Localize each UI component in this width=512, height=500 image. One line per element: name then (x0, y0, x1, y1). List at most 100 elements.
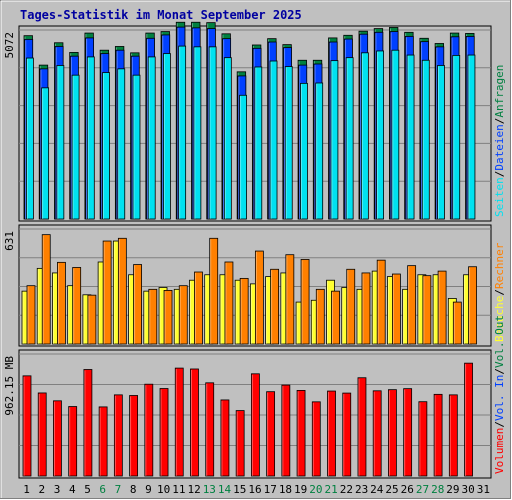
chart-panels: 5072Seiten/Dateien/Anfragen631Besuche/Re… (3, 21, 506, 479)
bar-seiten-day-5 (86, 56, 95, 220)
bar-volumen-day-17 (266, 391, 276, 477)
bar-rechner-day-7 (117, 237, 127, 345)
bar-rechner-day-19 (300, 259, 310, 345)
bar-seiten-day-22 (345, 57, 354, 220)
x-tick-label-day-9: 9 (145, 483, 152, 496)
bar-rechner-day-18 (285, 254, 295, 345)
bar-seiten-day-10 (163, 53, 171, 220)
x-tick-label-day-27: 27 (416, 483, 429, 496)
bar-volumen-day-11 (174, 367, 184, 477)
x-tick-label-day-10: 10 (157, 483, 170, 496)
bar-rechner-day-8 (133, 264, 142, 345)
bar-seiten-day-14 (223, 57, 232, 220)
x-tick-label-day-11: 11 (172, 483, 185, 496)
bar-seiten-day-16 (254, 66, 263, 220)
bar-rechner-day-6 (102, 240, 112, 345)
x-tick-label-day-8: 8 (130, 483, 137, 496)
bar-seiten-day-8 (132, 74, 141, 220)
bar-volumen-day-25 (388, 389, 397, 477)
x-tick-label-day-29: 29 (446, 483, 459, 496)
bar-rechner-day-9 (148, 288, 158, 345)
bar-rechner-day-4 (72, 267, 82, 345)
bar-volumen-day-21 (327, 390, 336, 477)
x-tick-label-day-15: 15 (233, 483, 246, 496)
legend-entry: / (493, 118, 506, 125)
bar-seiten-day-3 (56, 65, 65, 220)
bar-rechner-day-29 (452, 301, 462, 345)
x-tick-label-day-25: 25 (385, 483, 398, 496)
legend-entry: Volumen (493, 428, 506, 474)
bar-seiten-day-4 (71, 74, 80, 220)
bar-seiten-day-12 (193, 46, 202, 220)
bar-volumen-day-23 (357, 377, 367, 477)
bar-seiten-day-21 (330, 60, 339, 220)
x-tick-label-day-19: 19 (294, 483, 307, 496)
bar-rechner-day-5 (87, 294, 97, 345)
bar-volumen-day-19 (296, 390, 306, 477)
bar-seiten-day-19 (300, 82, 308, 220)
bar-seiten-day-18 (284, 66, 293, 220)
x-tick-label-day-4: 4 (69, 483, 76, 496)
bar-rechner-day-12 (194, 271, 203, 345)
panel-max-label: 5072 (3, 32, 16, 59)
bar-volumen-day-2 (37, 392, 47, 477)
bar-volumen-day-5 (83, 369, 93, 477)
bar-rechner-day-1 (26, 285, 36, 345)
bar-rechner-day-13 (209, 237, 219, 345)
bar-volumen-day-30 (464, 362, 473, 477)
x-tick-label-day-5: 5 (84, 483, 91, 496)
x-tick-label-day-31: 31 (477, 483, 490, 496)
bar-rechner-day-23 (361, 272, 371, 345)
bar-rechner-day-17 (270, 268, 280, 345)
legend-entry: Vol. Out (493, 315, 506, 368)
x-tick-label-day-21: 21 (325, 483, 338, 496)
bar-seiten-day-30 (467, 54, 476, 220)
panel-max-label: 631 (3, 231, 16, 251)
bar-rechner-day-2 (41, 234, 51, 345)
bar-rechner-day-3 (57, 261, 66, 345)
bar-volumen-day-8 (129, 395, 138, 477)
x-tick-label-day-3: 3 (54, 483, 61, 496)
x-tick-label-day-22: 22 (340, 483, 353, 496)
bar-volumen-day-6 (98, 406, 108, 477)
bar-seiten-day-24 (376, 50, 384, 220)
bar-rechner-day-25 (392, 273, 401, 345)
bar-rechner-day-10 (163, 290, 173, 345)
bar-volumen-day-28 (433, 393, 443, 477)
x-tick-label-day-18: 18 (279, 483, 292, 496)
legend-entry: Besuche (493, 296, 506, 342)
bar-seiten-day-11 (178, 45, 187, 220)
bar-rechner-day-20 (315, 288, 325, 345)
bar-volumen-day-12 (190, 368, 199, 477)
bar-seiten-day-9 (147, 56, 156, 220)
bar-rechner-day-21 (331, 290, 340, 345)
x-tick-label-day-28: 28 (431, 483, 444, 496)
bar-rechner-day-22 (346, 268, 356, 345)
panel-mid: 631 Besuche/Rechner (3, 224, 506, 347)
bar-seiten-day-27 (421, 59, 430, 220)
x-tick-label-day-26: 26 (401, 483, 414, 496)
legend-entry: Dateien (493, 124, 506, 170)
bar-volumen-day-16 (250, 373, 260, 477)
x-tick-label-day-14: 14 (218, 483, 232, 496)
x-tick-label-day-30: 30 (462, 483, 475, 496)
bar-rechner-day-27 (422, 275, 432, 345)
legend-entry: / (493, 421, 506, 428)
legend-entry: / (493, 171, 506, 178)
bar-volumen-day-15 (235, 410, 245, 477)
legend-entry: / (493, 289, 506, 296)
legend-entry: / (493, 368, 506, 375)
bar-seiten-day-17 (269, 60, 278, 220)
bar-rechner-day-28 (437, 270, 447, 345)
bar-seiten-day-28 (437, 65, 445, 220)
bar-volumen-day-7 (113, 394, 123, 477)
panel-max-label: 962.15 MB (3, 356, 16, 416)
x-tick-label-day-17: 17 (264, 483, 277, 496)
bar-rechner-day-16 (254, 250, 264, 345)
bar-volumen-day-20 (311, 401, 321, 477)
x-tick-label-day-16: 16 (248, 483, 261, 496)
bar-seiten-day-7 (117, 68, 126, 220)
